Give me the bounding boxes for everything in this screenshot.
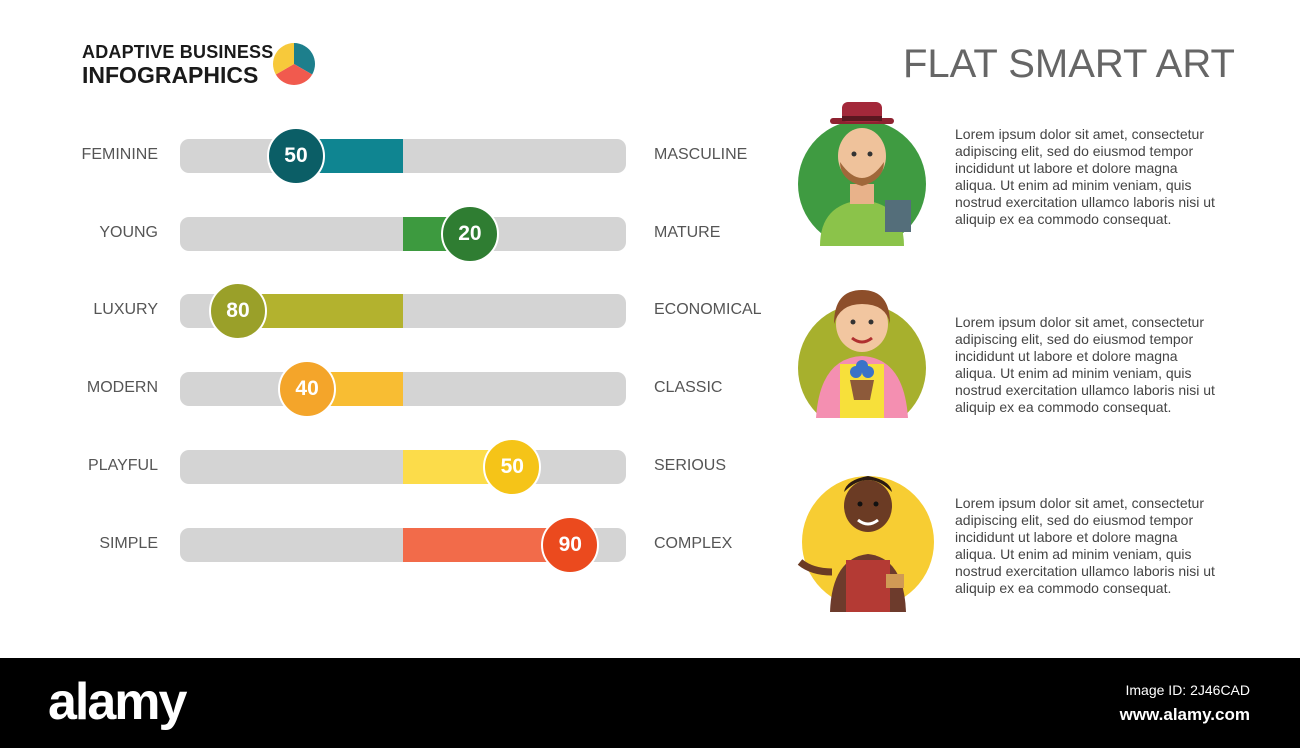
scale-value-bubble: 90 (541, 516, 600, 574)
scale-right-label: SERIOUS (654, 457, 727, 474)
scale-value-bubble: 20 (440, 205, 499, 263)
brand-pie-icon (273, 43, 315, 85)
persona-description: Lorem ipsum dolor sit amet, consectetur … (955, 126, 1215, 227)
persona-description: Lorem ipsum dolor sit amet, consectetur … (955, 314, 1215, 415)
scale-value-bubble: 80 (208, 282, 267, 340)
brand-title-line2: INFOGRAPHICS (82, 62, 259, 88)
scale-row: FEMININE 50 MASCULINE (0, 126, 780, 186)
scale-row: PLAYFUL 50 SERIOUS (0, 437, 780, 497)
brand-block: ADAPTIVE BUSINESS INFOGRAPHICS (82, 42, 273, 88)
alamy-logo: alamy (48, 673, 187, 731)
pie-slice (273, 43, 294, 75)
page-title: FLAT SMART ART (903, 42, 1235, 86)
scale-value-bubble: 50 (266, 127, 325, 185)
scale-row: SIMPLE 90 COMPLEX (0, 515, 780, 575)
scale-value-bubble: 50 (483, 438, 542, 496)
scale-track (180, 372, 626, 406)
footer-url[interactable]: www.alamy.com (1119, 705, 1250, 724)
scale-left-label: YOUNG (99, 224, 158, 241)
pie-slice (294, 43, 315, 75)
scale-value-bubble: 40 (278, 360, 337, 418)
scale-track (180, 139, 626, 173)
scale-right-label: MATURE (654, 224, 721, 241)
scale-left-label: SIMPLE (99, 535, 158, 552)
scale-left-label: LUXURY (93, 301, 158, 318)
woman-flower-pot-icon (798, 290, 926, 418)
scale-row: LUXURY 80 ECONOMICAL (0, 281, 780, 341)
woman-apron-keys-icon (797, 476, 934, 612)
scale-left-label: FEMININE (81, 146, 158, 163)
brand-title-line1: ADAPTIVE BUSINESS (82, 42, 274, 62)
man-hat-book-icon (798, 102, 926, 246)
watermark-footer: alamy Image ID: 2J46CAD www.alamy.com (0, 658, 1300, 748)
scale-row: YOUNG 20 MATURE (0, 204, 780, 264)
persona-description: Lorem ipsum dolor sit amet, consectetur … (955, 495, 1215, 596)
scale-row: MODERN 40 CLASSIC (0, 359, 780, 419)
scale-right-label: COMPLEX (654, 535, 733, 552)
scale-right-label: ECONOMICAL (654, 301, 762, 318)
scale-right-label: CLASSIC (654, 379, 723, 396)
scale-left-label: MODERN (86, 379, 158, 396)
scale-right-label: MASCULINE (654, 146, 748, 163)
pie-slice (275, 64, 313, 85)
image-id-text: Image ID: 2J46CAD (1125, 682, 1251, 698)
scale-left-label: PLAYFUL (88, 457, 158, 474)
